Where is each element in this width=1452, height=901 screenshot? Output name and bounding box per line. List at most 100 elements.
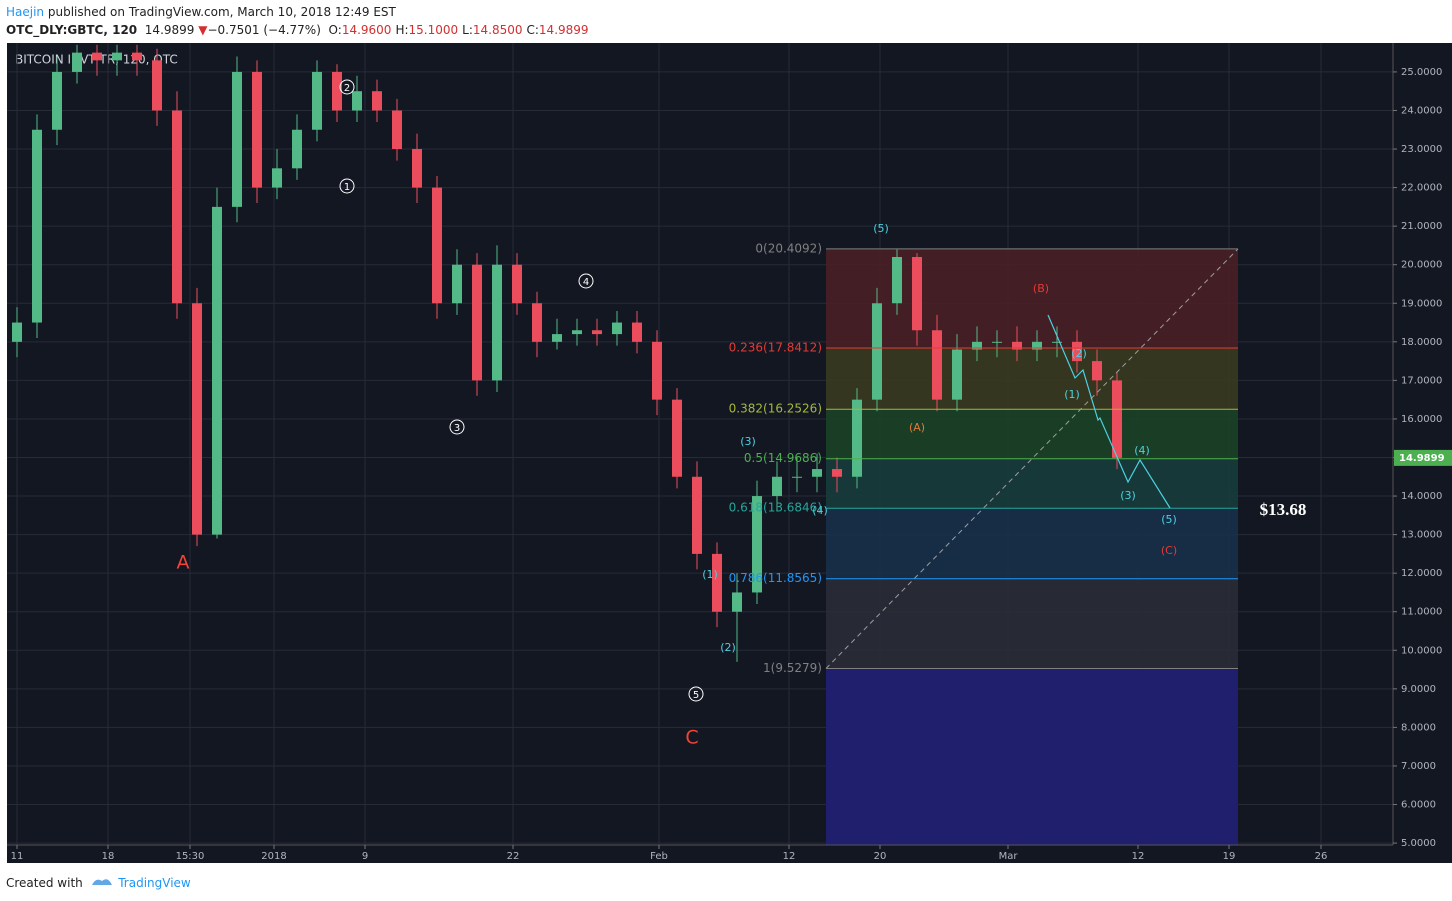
ohlc-label: H: xyxy=(395,23,409,37)
candle-body xyxy=(1072,341,1082,362)
y-tick-label: 5.0000 xyxy=(1401,838,1436,849)
candle-body xyxy=(552,334,562,342)
wave-label: (4) xyxy=(1134,444,1150,457)
target-label: $13.68 xyxy=(1260,500,1307,519)
published: published on TradingView.com, March 10, … xyxy=(47,5,396,19)
y-tick-label: 16.0000 xyxy=(1401,414,1442,425)
wave-label: (5) xyxy=(873,222,889,235)
candle-body xyxy=(212,206,222,535)
candle-body xyxy=(72,52,82,72)
wave-label: (C) xyxy=(1161,544,1177,557)
candle-body xyxy=(432,187,442,304)
wave-label: 3 xyxy=(454,423,460,434)
candle-body xyxy=(152,60,162,111)
wave-circle xyxy=(339,79,355,95)
candle-body xyxy=(672,399,682,477)
candle-body xyxy=(932,330,942,400)
wave-label: 5 xyxy=(693,690,699,701)
fib-band xyxy=(826,458,1238,509)
candle-body xyxy=(772,476,782,497)
fib-band xyxy=(826,409,1238,459)
author[interactable]: Haejin xyxy=(6,5,45,19)
candle-body xyxy=(492,264,502,381)
y-tick-label: 18.0000 xyxy=(1401,337,1442,348)
wave-label: (3) xyxy=(740,435,756,448)
time-axis xyxy=(7,845,1452,863)
x-tick-label: 26 xyxy=(1315,851,1328,862)
candle-body xyxy=(372,91,382,111)
wave-circle xyxy=(688,686,704,702)
wave-label: (2) xyxy=(1071,347,1087,360)
y-tick-label: 25.0000 xyxy=(1401,67,1442,78)
candle-body xyxy=(1052,341,1062,343)
y-tick-label: 13.0000 xyxy=(1401,530,1442,541)
x-tick-label: 11 xyxy=(11,851,24,862)
brand[interactable]: TradingView xyxy=(118,876,191,890)
y-tick-label: 7.0000 xyxy=(1401,761,1436,772)
wave-label: (1) xyxy=(702,568,718,581)
wave-label: (3) xyxy=(1120,489,1136,502)
fib-band xyxy=(826,347,1238,410)
y-tick-label: 11.0000 xyxy=(1401,607,1442,618)
wave-label: 4 xyxy=(583,277,589,288)
wave-circle xyxy=(339,178,355,194)
fib-label: 0.236(17.8412) xyxy=(729,340,822,354)
wave-label: (2) xyxy=(720,641,736,654)
candle-body xyxy=(272,168,282,188)
wave-label: (B) xyxy=(1033,282,1049,295)
x-tick-label: 12 xyxy=(783,851,796,862)
candle-body xyxy=(632,322,642,342)
wave-label: 1 xyxy=(344,182,350,193)
candle-body xyxy=(412,149,422,188)
projection xyxy=(1047,314,1171,509)
wave-circle xyxy=(578,273,594,289)
x-tick-label: 9 xyxy=(362,851,368,862)
candle-body xyxy=(572,330,582,335)
fib-band xyxy=(826,668,1238,845)
candle-body xyxy=(1112,380,1122,458)
fib-label: 0.382(16.2526) xyxy=(729,402,822,416)
candle-body xyxy=(472,264,482,381)
candle-body xyxy=(612,322,622,335)
ohlc-label: O: xyxy=(328,23,342,37)
chart: BITCOIN INVT TR, 120, OTC 0(20.4092)0.23… xyxy=(7,43,1452,863)
candle-body xyxy=(32,129,42,323)
x-tick-label: 20 xyxy=(874,851,887,862)
wave-label: (A) xyxy=(909,421,925,434)
fib-label: 0.786(11.8565) xyxy=(729,571,822,585)
candle-body xyxy=(732,592,742,612)
candle-body xyxy=(712,553,722,612)
last-price-label: 14.9899 xyxy=(1399,453,1445,464)
last-price-box xyxy=(1394,449,1452,466)
candle-body xyxy=(92,52,102,61)
candle-body xyxy=(172,110,182,304)
candle-body xyxy=(112,52,122,61)
y-tick-label: 20.0000 xyxy=(1401,260,1442,271)
ohlc-value: 14.8500 xyxy=(472,23,523,37)
candle-body xyxy=(352,91,362,111)
y-tick-label: 6.0000 xyxy=(1401,800,1436,811)
y-tick-label: 14.0000 xyxy=(1401,491,1442,502)
created: Created with xyxy=(6,876,83,890)
ohlc-value: 14.9600 xyxy=(341,23,392,37)
wave-circle xyxy=(449,419,465,435)
y-tick-label: 8.0000 xyxy=(1401,722,1436,733)
quote-line: OTC_DLY:GBTC, 120 14.9899 ▼−0.7501 (−4.7… xyxy=(6,21,593,39)
x-tick-label: Feb xyxy=(650,851,668,862)
candle-body xyxy=(452,264,462,304)
wave-label: (1) xyxy=(1064,388,1080,401)
candle-body xyxy=(912,256,922,331)
header: Haejin published on TradingView.com, Mar… xyxy=(6,3,593,39)
x-tick-label: 15:30 xyxy=(176,851,205,862)
arrow: ▼ xyxy=(198,23,208,37)
candle-body xyxy=(992,341,1002,343)
candle-body xyxy=(312,71,322,130)
footer: Created with TradingView xyxy=(6,875,191,890)
fib-label: 0.618(13.6846) xyxy=(729,501,822,515)
candle-body xyxy=(512,264,522,304)
wave-label: A xyxy=(177,552,190,574)
candle-body xyxy=(252,71,262,188)
candle-body xyxy=(952,349,962,400)
candle-body xyxy=(812,469,822,477)
